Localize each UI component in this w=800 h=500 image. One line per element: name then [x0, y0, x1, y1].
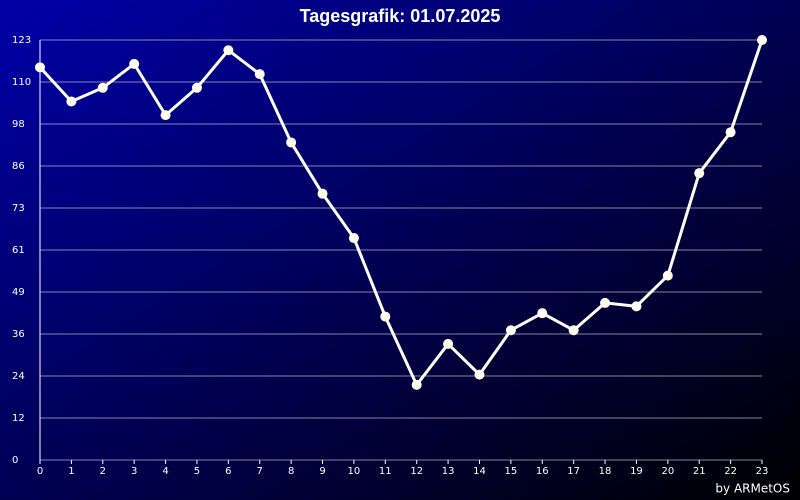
data-point: [474, 369, 485, 380]
credit: by ARMetOS: [715, 482, 790, 496]
data-point: [317, 188, 328, 199]
y-tick-label: 61: [12, 245, 25, 256]
x-tick-label: 11: [379, 466, 392, 477]
data-point: [191, 82, 202, 93]
x-tick-label: 9: [319, 466, 325, 477]
y-tick-label: 110: [12, 77, 31, 88]
x-tick-label: 5: [194, 466, 200, 477]
x-tick-label: 2: [100, 466, 106, 477]
data-point: [757, 35, 767, 45]
series-line: [38, 39, 764, 387]
x-tick-label: 21: [693, 466, 706, 477]
data-point: [568, 325, 579, 336]
x-tick-label: 23: [756, 466, 769, 477]
data-point: [725, 127, 736, 138]
y-tick-label: 73: [12, 203, 25, 214]
data-point: [631, 301, 642, 312]
data-point: [160, 110, 171, 121]
data-point: [254, 69, 265, 80]
data-point: [66, 96, 77, 107]
x-tick-label: 8: [288, 466, 294, 477]
x-tick-label: 15: [505, 466, 518, 477]
y-tick-label: 98: [12, 119, 25, 130]
x-tick-label: 16: [536, 466, 549, 477]
x-tick-label: 22: [724, 466, 737, 477]
x-tick-label: 18: [599, 466, 612, 477]
x-tick-label: 3: [131, 466, 137, 477]
data-point: [505, 325, 516, 336]
x-tick-label: 20: [661, 466, 674, 477]
y-tick-label: 123: [12, 35, 31, 46]
data-point: [537, 308, 548, 319]
data-point: [35, 62, 45, 73]
y-tick-label: 0: [12, 455, 18, 466]
data-point: [662, 270, 673, 281]
data-point: [286, 137, 297, 148]
x-tick-label: 6: [225, 466, 231, 477]
y-tick-label: 12: [12, 413, 25, 424]
data-point: [97, 82, 108, 93]
x-tick-label: 4: [162, 466, 168, 477]
data-point: [129, 58, 140, 69]
chart-title: Tagesgrafik: 01.07.2025: [300, 6, 501, 26]
data-point: [411, 379, 422, 390]
x-tick-label: 1: [68, 466, 74, 477]
y-tick-label: 49: [12, 287, 25, 298]
data-point: [694, 168, 705, 179]
x-tick-label: 13: [442, 466, 455, 477]
y-tick-label: 36: [12, 329, 25, 340]
data-point: [600, 297, 611, 308]
x-tick-label: 17: [567, 466, 580, 477]
x-tick-label: 7: [257, 466, 263, 477]
y-tick-label: 24: [12, 371, 25, 382]
data-point: [223, 45, 234, 56]
x-tick-label: 0: [37, 466, 43, 477]
x-tick-label: 12: [410, 466, 423, 477]
x-tick-label: 14: [473, 466, 486, 477]
y-tick-label: 86: [12, 161, 25, 172]
data-point: [380, 311, 391, 322]
x-tick-label: 10: [348, 466, 361, 477]
data-point: [348, 233, 359, 244]
x-tick-label: 19: [630, 466, 643, 477]
data-point: [443, 338, 454, 349]
